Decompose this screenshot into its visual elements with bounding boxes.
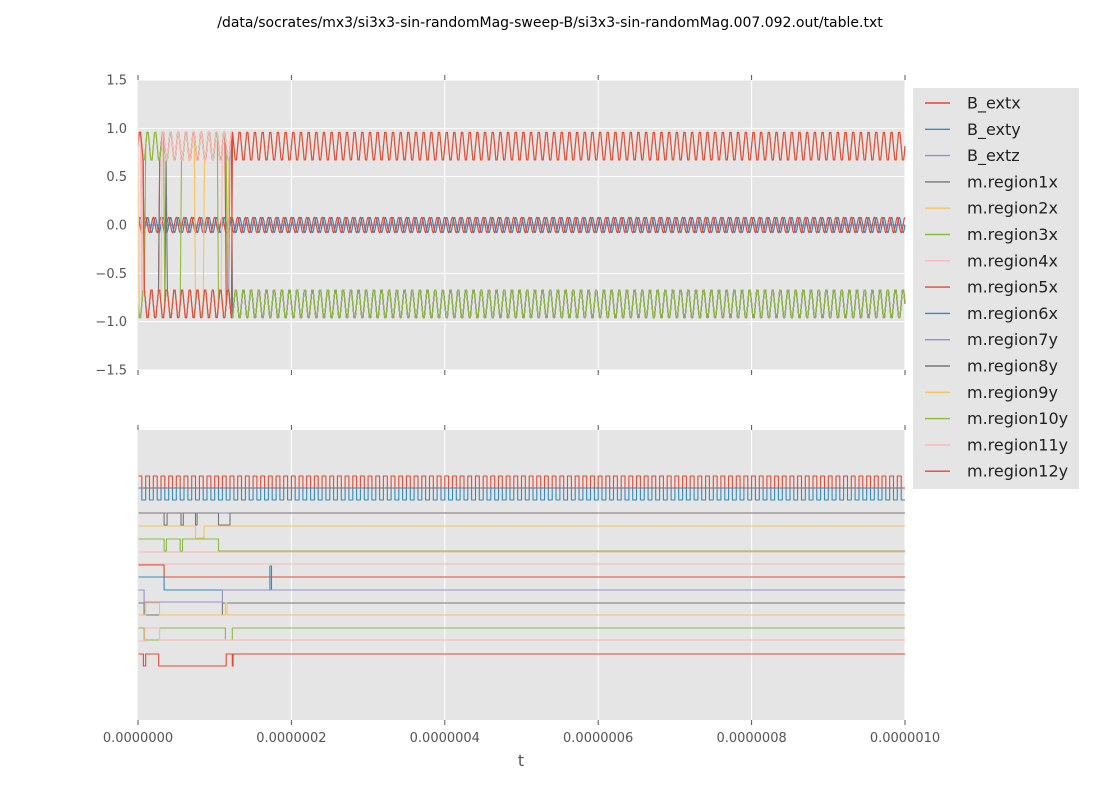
series-line-m.region9y [138, 602, 905, 616]
legend-label: m.region3x [967, 225, 1058, 244]
series-line-B_extx [137, 216, 906, 234]
series-line-m.region7y [138, 589, 905, 603]
legend-label: m.region1x [967, 172, 1058, 191]
legend-box [913, 88, 1079, 489]
legend-label: m.region10y [967, 409, 1068, 428]
y-tick-label: −0.5 [95, 267, 127, 282]
legend-label: m.region9y [967, 383, 1058, 402]
x-tick-label: 0.0000008 [716, 731, 786, 746]
y-tick-label: −1.0 [95, 315, 127, 330]
bottom-plot-area: 0.0000000 0.0000002 0.0000004 0.0000006 0.00… [103, 425, 940, 746]
series-line-m.region10y [138, 627, 905, 641]
series-line-m.region10y [137, 131, 906, 319]
legend-label: m.region5x [967, 278, 1058, 297]
x-axis: 0.0000000 0.0000002 0.0000004 0.0000006 0.00… [103, 425, 940, 746]
series-line-m.region11y [138, 627, 905, 642]
top-series-lines [137, 131, 906, 319]
series-line-m.region12y [137, 131, 906, 319]
y-tick-label: 0.5 [106, 170, 127, 185]
series-line-m.region6x [138, 565, 905, 591]
legend-label: m.region7y [967, 330, 1058, 349]
legend: B_extx B_exty B_extz m.region1x m.region2x m.… [913, 88, 1079, 489]
series-line-m.region1x [138, 512, 905, 526]
x-tick-label: 0.0000002 [256, 731, 326, 746]
series-line-m.region5x [138, 564, 905, 578]
series-line-m.region3x [138, 538, 905, 552]
legend-label: B_exty [967, 120, 1021, 140]
series-line-B_extx [138, 475, 905, 489]
x-tick-label: 0.0000004 [410, 731, 480, 746]
y-tick-label: 0.0 [106, 219, 127, 234]
y-tick-label: 1.5 [106, 74, 127, 89]
x-tick-label: 0.0000010 [870, 731, 940, 746]
top-plot-area: 1.5 1.0 0.5 0.0 −0.5 −1.0 −1.5 [95, 74, 906, 379]
legend-label: m.region6x [967, 304, 1058, 323]
chart-title: /data/socrates/mx3/si3x3-sin-randomMag-s… [217, 15, 883, 31]
y-tick-label: 1.0 [106, 122, 127, 137]
x-axis-label: t [518, 751, 524, 770]
top-x-ticks [137, 75, 906, 375]
legend-label: m.region12y [967, 462, 1068, 481]
bottom-series-lines [138, 475, 905, 667]
x-tick-label: 0.0000000 [103, 731, 173, 746]
series-line-B_exty [138, 487, 905, 501]
series-line-m.region2x [138, 525, 905, 539]
legend-label: m.region11y [967, 435, 1068, 454]
legend-label: m.region8y [967, 357, 1058, 376]
x-tick-label: 0.0000006 [563, 731, 633, 746]
y-tick-label: −1.5 [95, 364, 127, 379]
legend-label: m.region4x [967, 251, 1058, 270]
legend-label: m.region2x [967, 199, 1058, 218]
legend-label: B_extz [967, 146, 1020, 166]
series-line-m.region12y [138, 653, 905, 667]
bottom-plot-background [138, 430, 905, 720]
top-y-axis: 1.5 1.0 0.5 0.0 −0.5 −1.0 −1.5 [95, 74, 139, 379]
legend-label: B_extx [967, 94, 1021, 114]
